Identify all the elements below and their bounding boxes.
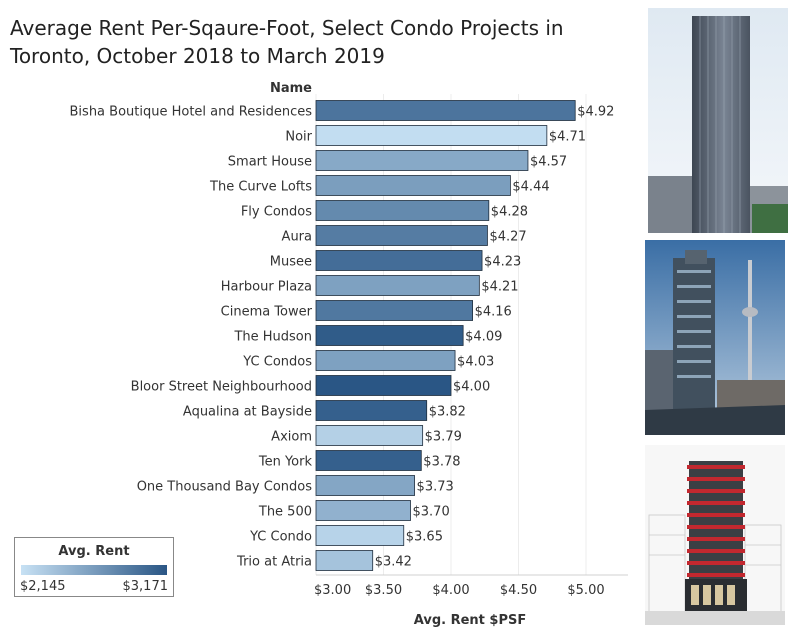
value-label: $4.92	[577, 105, 614, 120]
value-label: $4.71	[549, 130, 586, 145]
category-label: Ten York	[258, 455, 313, 470]
value-label: $4.16	[475, 305, 512, 320]
category-label: Bloor Street Neighbourhood	[131, 380, 312, 395]
value-label: $3.65	[406, 530, 443, 545]
legend-min-label: $2,145	[20, 579, 66, 594]
category-label: Aura	[282, 230, 312, 245]
category-label: Noir	[285, 130, 312, 145]
value-label: $4.21	[481, 280, 518, 295]
bar	[315, 150, 529, 171]
bar	[315, 500, 411, 521]
value-label: $4.57	[530, 155, 567, 170]
bar	[315, 225, 488, 246]
value-label: $3.42	[375, 555, 412, 570]
x-tick-label: $5.00	[567, 583, 604, 598]
bar	[315, 375, 452, 396]
legend-gradient-bar	[21, 565, 167, 575]
value-label: $3.82	[429, 405, 466, 420]
category-label: The 500	[258, 505, 312, 520]
category-label: The Curve Lofts	[209, 180, 312, 195]
bar	[315, 475, 415, 496]
bar	[315, 175, 511, 196]
category-label: Cinema Tower	[221, 305, 313, 320]
chart-title: Average Rent Per-Sqaure-Foot, Select Con…	[10, 16, 564, 68]
color-legend: Avg. Rent $2,145 $3,171	[14, 537, 174, 597]
category-label: The Hudson	[233, 330, 312, 345]
x-tick-label: $3.00	[314, 583, 351, 598]
value-label: $4.00	[453, 380, 490, 395]
bar-chart: Name Bisha Boutique Hotel and Residences $…	[70, 81, 628, 628]
legend-title: Avg. Rent	[58, 544, 130, 559]
category-label: Trio at Atria	[236, 555, 312, 570]
bar	[315, 250, 483, 271]
x-tick-label: $4.00	[432, 583, 469, 598]
category-label: Aqualina at Bayside	[183, 405, 312, 420]
category-label: YC Condos	[242, 355, 312, 370]
value-label: $3.73	[417, 480, 454, 495]
bar	[315, 100, 576, 121]
category-label: Axiom	[271, 430, 312, 445]
bar	[315, 400, 428, 421]
legend-max-label: $3,171	[122, 579, 169, 594]
bar	[315, 350, 456, 371]
bar	[315, 525, 405, 546]
value-label: $4.27	[489, 230, 526, 245]
value-label: $3.78	[423, 455, 460, 470]
category-label: Harbour Plaza	[221, 280, 312, 295]
bar	[315, 325, 464, 346]
building-photo-tower	[648, 8, 788, 233]
value-label: $4.03	[457, 355, 494, 370]
value-label: $3.70	[413, 505, 450, 520]
value-label: $3.79	[425, 430, 462, 445]
bar	[315, 200, 490, 221]
value-label: $4.44	[512, 180, 549, 195]
bar	[315, 275, 480, 296]
category-header: Name	[270, 81, 312, 96]
bar	[315, 550, 374, 571]
value-label: $4.09	[465, 330, 502, 345]
category-label: Bisha Boutique Hotel and Residences	[70, 105, 313, 120]
category-label: Fly Condos	[241, 205, 312, 220]
category-label: YC Condo	[249, 530, 312, 545]
x-axis-title: Avg. Rent $PSF	[414, 613, 526, 628]
bar	[315, 125, 548, 146]
bar	[315, 425, 424, 446]
value-label: $4.28	[491, 205, 528, 220]
value-label: $4.23	[484, 255, 521, 270]
bar	[315, 450, 422, 471]
bar	[315, 300, 474, 321]
building-photo-rendering	[645, 445, 785, 625]
category-label: Musee	[270, 255, 312, 270]
building-photo-cn-tower	[645, 240, 785, 435]
category-label: One Thousand Bay Condos	[137, 480, 313, 495]
category-label: Smart House	[228, 155, 312, 170]
x-tick-label: $4.50	[500, 583, 537, 598]
x-tick-label: $3.50	[365, 583, 402, 598]
